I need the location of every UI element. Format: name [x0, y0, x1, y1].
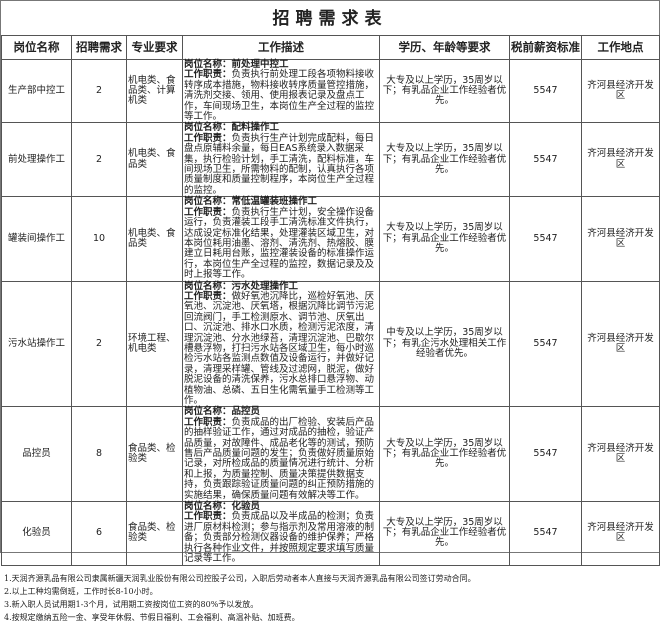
requirement-cell: 大专及以上学历，35周岁以下；有乳品企业工作经验者优先。 — [379, 406, 510, 503]
major-cell: 机电类、食品类 — [126, 196, 183, 282]
location-cell: 齐河县经济开发区 — [581, 501, 660, 566]
major-cell: 机电类、食品类 — [126, 122, 183, 198]
requirement-cell: 中专及以上学历，35周岁以下；有乳企污水处理相关工作经验者优先。 — [379, 280, 510, 408]
description-label: 工作职责： — [184, 416, 232, 428]
description-label: 工作职责： — [184, 132, 232, 144]
salary-cell: 5547 — [509, 406, 582, 503]
description-cell: 岗位名称：品控员 工作职责：负责成品的出厂检验、安装后产品的抽样验证工作，通过对成… — [182, 406, 380, 503]
notes: 1.天润齐源乳品有限公司隶属新疆天润乳业股份有限公司控股子公司，入职后劳动者本人… — [1, 566, 659, 630]
requirement-cell: 大专及以上学历，35周岁以下；有乳品企业工作经验者优先。 — [379, 122, 510, 198]
header-major: 专业要求 — [126, 35, 183, 60]
note-item: 4.按规定缴纳五险一金、享受年休假、节假日福利、工会福利、高温补贴、加班费。 — [4, 612, 300, 622]
note-item: 2.以上工种均需倒班，工作时长8-10小时。 — [4, 586, 158, 596]
count-cell: 2 — [71, 122, 127, 198]
major-cell: 环境工程、机电类 — [126, 280, 183, 408]
count-cell: 10 — [71, 196, 127, 282]
major-cell: 机电类、食品类、计算机类 — [126, 58, 183, 124]
note-item: 1.天润齐源乳品有限公司隶属新疆天润乳业股份有限公司控股子公司，入职后劳动者本人… — [4, 573, 476, 583]
location-cell: 齐河县经济开发区 — [581, 406, 660, 503]
description-text: 负责执行前处理工段各项物料接收转序成本措施，物料接收转序质量管控措施，清洗剂交接… — [184, 69, 375, 123]
position-cell: 前处理操作工 — [1, 122, 72, 198]
description-label: 工作职责： — [184, 69, 232, 81]
salary-cell: 5547 — [509, 58, 582, 124]
requirement-cell: 大专及以上学历，35周岁以下；有乳品企业工作经验者优先。 — [379, 196, 510, 282]
header-requirement: 学历、年龄等要求 — [379, 35, 510, 60]
description-label: 工作职责： — [184, 290, 232, 302]
salary-cell: 5547 — [509, 122, 582, 198]
page-title: 招聘需求表 — [272, 9, 388, 29]
salary-cell: 5547 — [509, 501, 582, 566]
description-text: 负责成品的出厂检验、安装后产品的抽样验证工作，通过对成品的抽检，验证产品质量，对… — [184, 416, 375, 501]
salary-cell: 5547 — [509, 196, 582, 282]
count-cell: 2 — [71, 58, 127, 124]
table-header-row: 岗位名称 招聘需求 专业要求 工作描述 学历、年龄等要求 税前薪资标准 工作地点 — [1, 35, 660, 60]
position-cell: 污水站操作工 — [1, 280, 72, 408]
description-cell: 岗位名称：化验员 工作职责：负责成品以及半成品的检测；负责进厂原材料检测；参与指示… — [182, 501, 380, 566]
count-cell: 8 — [71, 406, 127, 503]
description-cell: 岗位名称：常低温罐装班操作工 工作职责：负责执行生产计划，安全操作设备运行，负责灌… — [182, 196, 380, 282]
header-location: 工作地点 — [581, 35, 660, 60]
position-cell: 化验员 — [1, 501, 72, 566]
major-cell: 食品类、检验类 — [126, 501, 183, 566]
table-row: 前处理操作工 2 机电类、食品类 岗位名称：配料操作工 工作职责：负责执行生产计划完成配… — [1, 122, 660, 198]
description-title: 岗位名称：常低温罐装班操作工 — [184, 196, 318, 208]
description-label: 工作职责： — [184, 511, 232, 523]
location-cell: 齐河县经济开发区 — [581, 196, 660, 282]
description-label: 工作职责： — [184, 206, 232, 218]
location-cell: 齐河县经济开发区 — [581, 58, 660, 124]
note-item: 3.新入职人员试用期1-3个月，试用期工资按岗位工资的80%予以发放。 — [4, 599, 259, 609]
description-title: 岗位名称：化验员 — [184, 501, 261, 513]
location-cell: 齐河县经济开发区 — [581, 280, 660, 408]
requirement-cell: 大专及以上学历，35周岁以下；有乳品企业工作经验者优先。 — [379, 501, 510, 566]
description-title: 岗位名称：污水处理操作工 — [184, 280, 299, 292]
position-cell: 罐装间操作工 — [1, 196, 72, 282]
header-position: 岗位名称 — [1, 35, 72, 60]
requirement-cell: 大专及以上学历，35周岁以下；有乳品企业工作经验者优先。 — [379, 58, 510, 124]
header-description: 工作描述 — [182, 35, 380, 60]
description-text: 负责执行生产计划，安全操作设备运行，负责灌装工段手工清洗标准文件执行，达成设定标… — [184, 206, 375, 281]
count-cell: 2 — [71, 280, 127, 408]
header-salary: 税前薪资标准 — [509, 35, 582, 60]
description-title: 岗位名称：前处理中控工 — [184, 59, 289, 70]
salary-cell: 5547 — [509, 280, 582, 408]
count-cell: 6 — [71, 501, 127, 566]
position-cell: 品控员 — [1, 406, 72, 503]
major-cell: 食品类、检验类 — [126, 406, 183, 503]
description-title: 岗位名称：配料操作工 — [184, 122, 280, 134]
description-title: 岗位名称：品控员 — [184, 406, 261, 418]
location-cell: 齐河县经济开发区 — [581, 122, 660, 198]
position-cell: 生产部中控工 — [1, 58, 72, 124]
description-text: 做好氧池沉降比，巡检好氧池、厌氧池、沉淀池、厌氧塔，根据沉降比调节污泥回流阀门，… — [184, 290, 375, 406]
table-row: 污水站操作工 2 环境工程、机电类 岗位名称：污水处理操作工 工作职责：做好氧池沉降比，… — [1, 280, 660, 408]
table-row: 生产部中控工 2 机电类、食品类、计算机类 岗位名称：前处理中控工 工作职责：负责执行前… — [1, 58, 660, 124]
description-text: 负责执行生产计划完成配料，每日盘点原辅料余量，每日EAS系统录入数据采集，执行检… — [184, 132, 375, 196]
table-row: 品控员 8 食品类、检验类 岗位名称：品控员 工作职责：负责成品的出厂检验、安装后产品的… — [1, 406, 660, 503]
table-row: 罐装间操作工 10 机电类、食品类 岗位名称：常低温罐装班操作工 工作职责：负责执行生产… — [1, 196, 660, 282]
table-row: 化验员 6 食品类、检验类 岗位名称：化验员 工作职责：负责成品以及半成品的检测；负责进… — [1, 501, 660, 566]
recruitment-table: 岗位名称 招聘需求 专业要求 工作描述 学历、年龄等要求 税前薪资标准 工作地点… — [1, 35, 660, 566]
description-cell: 岗位名称：配料操作工 工作职责：负责执行生产计划完成配料，每日盘点原辅料余量，每日… — [182, 122, 380, 198]
header-count: 招聘需求 — [71, 35, 127, 60]
description-cell: 岗位名称：前处理中控工 工作职责：负责执行前处理工段各项物料接收转序成本措施，物料… — [182, 58, 380, 124]
description-cell: 岗位名称：污水处理操作工 工作职责：做好氧池沉降比，巡检好氧池、厌氧池、沉淀池、厌… — [182, 280, 380, 408]
